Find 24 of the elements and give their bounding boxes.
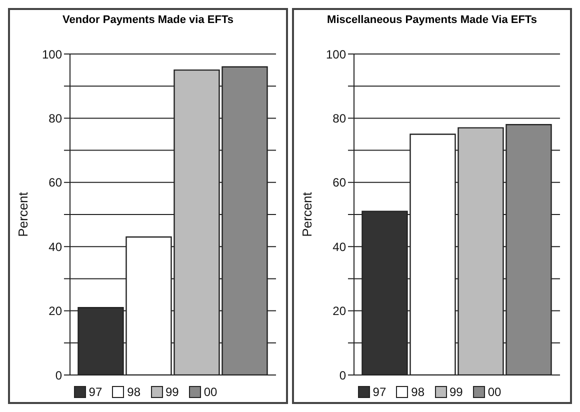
y-tick-label: 60	[48, 176, 62, 190]
legend-label: 00	[488, 385, 502, 399]
legend-label: 97	[88, 385, 102, 399]
legend-label: 97	[372, 385, 386, 399]
y-tick-label: 100	[326, 47, 346, 62]
y-tick-label: 80	[48, 111, 62, 126]
y-axis-title: Percent	[16, 192, 31, 237]
y-tick-label: 40	[48, 240, 62, 254]
y-tick-label: 0	[339, 368, 346, 382]
legend-label: 99	[450, 385, 463, 399]
legend-label: 99	[166, 385, 179, 399]
y-axis-title: Percent	[300, 192, 315, 237]
y-tick-label: 20	[48, 304, 62, 318]
chart-title: Miscellaneous Payments Made Via EFTs	[326, 13, 538, 28]
y-tick-label: 40	[332, 240, 346, 254]
y-tick-label: 100	[42, 47, 62, 62]
y-tick-label: 20	[332, 304, 346, 318]
legend-label: 00	[204, 385, 218, 399]
chart-title: Vendor Payments Made via EFTs	[62, 13, 234, 28]
legend-label: 98	[127, 385, 140, 399]
legend-label: 98	[411, 385, 424, 399]
y-tick-label: 0	[55, 368, 62, 382]
y-tick-label: 60	[332, 176, 346, 190]
y-tick-label: 80	[332, 111, 346, 126]
